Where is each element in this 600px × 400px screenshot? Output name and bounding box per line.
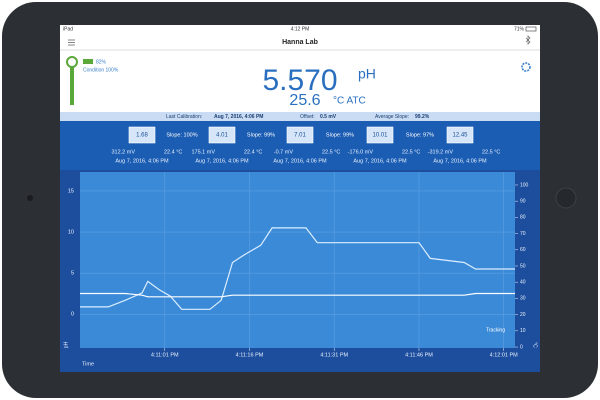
buffer-date: Aug 7, 2016, 4:06 PM (353, 158, 407, 164)
y-axis-label: pH (63, 341, 69, 348)
x-tick-label: 4:11:01 PM (151, 352, 179, 358)
home-button[interactable] (555, 187, 577, 209)
menu-icon[interactable] (68, 39, 75, 46)
camera (27, 195, 33, 201)
buffer-value: 4.01 (216, 133, 228, 139)
buffer-date: Aug 7, 2016, 4:06 PM (433, 158, 487, 164)
temperature: 25.6 (289, 92, 320, 109)
calibration-date: Aug 7, 2016, 4:06 PM (214, 114, 263, 120)
plot-area (80, 172, 515, 348)
buffer-value: 10.01 (372, 133, 388, 139)
ph-value: 5.570 (262, 64, 337, 97)
y-tick-label: 0 (71, 312, 74, 318)
x-tick-label: 4:11:31 PM (320, 352, 348, 358)
y2-tick-label: 30 (520, 296, 526, 302)
x-tick-label: 4:11:16 PM (236, 352, 264, 358)
y2-axis-label: °C (532, 342, 538, 348)
battery: 71% (514, 26, 525, 32)
buffer-temp: 22.5 °C (322, 149, 340, 155)
y2-tick-label: 50 (520, 263, 526, 269)
x-tick-label: 4:11:46 PM (405, 352, 433, 358)
buffer-temp: 22.5 °C (482, 149, 500, 155)
data-line (80, 292, 515, 298)
app-title: Hanna Lab (282, 39, 318, 46)
buffer-slope: Slope: 100% (166, 132, 197, 138)
buffer-slope: Slope: 97% (406, 132, 434, 138)
x-axis-label: Time (82, 361, 94, 367)
buffer-slope: Slope: 99% (247, 132, 275, 138)
y2-tick-label: 0 (520, 344, 523, 350)
buffer-value: 7.01 (294, 133, 306, 139)
buffer-mv: 312.2 mV (111, 149, 135, 155)
buffer-date: Aug 7, 2016, 4:06 PM (115, 158, 169, 164)
buffer-box (446, 126, 474, 144)
probe-body (70, 67, 74, 105)
buffer-value: 12.45 (452, 133, 468, 139)
bluetooth-icon[interactable] (525, 35, 531, 45)
y2-tick-label: 40 (520, 280, 526, 286)
y2-tick-label: 70 (520, 231, 526, 237)
carrier: iPad (63, 26, 73, 32)
calibration-bar (60, 112, 540, 121)
y2-tick-label: 100 (520, 182, 529, 188)
buffer-mv: -0.7 mV (274, 149, 294, 155)
average-slope: 99.2% (415, 114, 430, 120)
ph-unit: pH (358, 66, 376, 82)
x-tick-label: 4:12:01 PM (490, 352, 519, 358)
settings-icon[interactable] (521, 62, 531, 72)
y-tick-label: 10 (68, 229, 74, 235)
buffer-mv: -176.0 mV (348, 149, 374, 155)
condition: Condition 100% (83, 67, 119, 73)
y2-tick-label: 90 (520, 198, 526, 204)
buffer-mv: -319.2 mV (428, 149, 454, 155)
buffer-box (128, 126, 156, 144)
data-line (80, 227, 515, 310)
y2-tick-label: 10 (520, 328, 526, 334)
buffer-temp: 22.4 °C (164, 149, 182, 155)
electrode-battery: 82% (96, 59, 107, 65)
buffer-box (286, 126, 314, 144)
calibration-label: Last Calibration: (166, 114, 202, 120)
electrode-battery-icon (83, 59, 93, 64)
buffer-box (366, 126, 394, 144)
y2-tick-label: 20 (520, 312, 526, 318)
buffer-temp: 22.4 °C (244, 149, 262, 155)
y2-tick-label: 60 (520, 247, 526, 253)
buffer-date: Aug 7, 2016, 4:06 PM (273, 158, 327, 164)
battery-icon (525, 26, 537, 32)
clock: 4:12 PM (291, 26, 310, 32)
y-tick-label: 5 (71, 271, 74, 277)
y-tick-label: 15 (68, 188, 74, 194)
buffer-slope: Slope: 99% (326, 132, 354, 138)
y2-tick-label: 80 (520, 215, 526, 221)
temperature-unit: °C ATC (333, 96, 366, 107)
buffer-value: 1.68 (136, 133, 148, 139)
slope-label: Average Slope: (375, 114, 409, 120)
annotation: Tracking (486, 327, 505, 333)
buffer-mv: 175.1 mV (191, 149, 215, 155)
buffer-box (208, 126, 236, 144)
offset: 0.5 mV (320, 114, 337, 120)
buffer-temp: 22.5 °C (402, 149, 420, 155)
offset-label: Offset: (300, 114, 315, 120)
buffer-date: Aug 7, 2016, 4:06 PM (195, 158, 249, 164)
